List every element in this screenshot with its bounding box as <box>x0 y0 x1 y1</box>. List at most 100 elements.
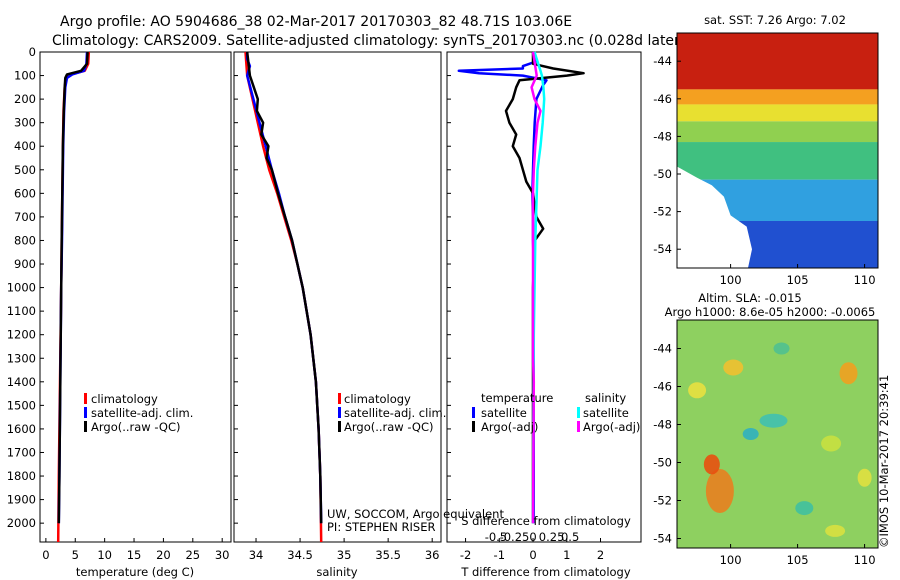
temperature-xlabel: temperature (deg C) <box>76 565 194 579</box>
y-tick-label: -50 <box>653 456 672 470</box>
map-frame <box>676 319 879 549</box>
x-tick-label: 100 <box>720 553 742 567</box>
x-tick-label: 20 <box>156 548 171 562</box>
s-tick-label: 0.5 <box>561 530 579 544</box>
legend-label: satellite <box>481 406 527 420</box>
y-tick-label: 500 <box>14 163 36 177</box>
sla-anomaly <box>705 469 734 513</box>
map-frame <box>676 32 879 269</box>
sst-band <box>677 142 878 180</box>
legend-swatch-satellite <box>84 407 87 418</box>
y-tick-label: 400 <box>14 139 36 153</box>
sla-background <box>677 320 878 548</box>
sla-map-title-1: Altim. SLA: -0.015 <box>698 291 802 305</box>
sla-anomaly <box>773 342 790 355</box>
y-tick-label: 1000 <box>7 281 36 295</box>
sla-anomaly <box>825 524 846 537</box>
s-tick-label: -0.25 <box>500 530 530 544</box>
x-tick-label: 0 <box>529 548 536 562</box>
s-tick-label: 0.25 <box>539 530 565 544</box>
series-line-argo-raw-qc- <box>57 51 89 524</box>
series-line-salinity-argo-adj- <box>530 51 542 524</box>
difference-plot: -2 -1 0 1 2-0.5-0.25 0 0.250.5 <box>447 51 604 562</box>
legend-swatch-t-argo <box>472 421 475 432</box>
legend-swatch-s-argo <box>577 421 580 432</box>
sla-map: 100 105 110 -44 -46 -48 -50 -52 -54 <box>653 319 879 567</box>
x-tick-label: 35.5 <box>375 548 401 562</box>
sla-anomaly <box>795 501 814 516</box>
temperature-plot: 0100200300400500600700800900100011001200… <box>7 45 230 562</box>
y-tick-label: -44 <box>653 342 672 356</box>
sst-band <box>677 89 878 105</box>
y-tick-label: 2000 <box>7 516 36 530</box>
sla-anomaly <box>688 382 707 399</box>
sla-anomaly <box>723 359 744 376</box>
legend-swatch-satellite <box>338 407 341 418</box>
sla-map-title-2: Argo h1000: 8.6e-05 h2000: -0.0065 <box>665 305 876 319</box>
legend-label: Argo(-adj) <box>481 420 538 434</box>
sla-anomaly <box>821 435 842 452</box>
x-tick-label: -1 <box>494 548 505 562</box>
y-tick-label: 200 <box>14 92 36 106</box>
y-tick-label: 1400 <box>7 375 36 389</box>
sst-band <box>677 104 878 122</box>
x-tick-label: 2 <box>597 548 604 562</box>
difference-legend: temperature salinity satellite Argo(-adj… <box>472 391 640 434</box>
y-tick-label: 800 <box>14 233 36 247</box>
x-tick-label: 100 <box>720 273 742 287</box>
difference-plot-frame <box>446 51 642 543</box>
imos-watermark: ©IMOS 10-Mar-2017 20:39:41 <box>877 375 891 548</box>
y-tick-label: 1600 <box>7 422 36 436</box>
series-line-argo-raw-qc- <box>245 51 323 524</box>
x-tick-label: 110 <box>854 553 876 567</box>
x-tick-label: 0 <box>42 548 49 562</box>
s-tick-label: 0 <box>529 530 536 544</box>
y-tick-label: -52 <box>653 494 672 508</box>
y-tick-label: -54 <box>653 532 672 546</box>
legend-label: Argo(..raw -QC) <box>91 420 181 434</box>
legend-swatch-climatology <box>84 393 87 404</box>
salinity-plot: 34 34.5 35 35.5 36 <box>234 51 440 562</box>
x-tick-label: 105 <box>787 273 809 287</box>
x-tick-label: 1 <box>563 548 570 562</box>
difference-xlabel: T difference from climatology <box>460 565 631 579</box>
x-tick-label: 34.5 <box>287 548 313 562</box>
y-tick-label: -52 <box>653 205 672 219</box>
x-tick-label: 105 <box>787 553 809 567</box>
s-tick-label: -0.5 <box>485 530 507 544</box>
series-line-climatology <box>244 51 323 543</box>
x-tick-label: 15 <box>127 548 142 562</box>
sla-anomaly <box>759 413 788 428</box>
salinity-xlabel: salinity <box>316 565 357 579</box>
y-tick-label: 1800 <box>7 469 36 483</box>
y-tick-label: -48 <box>653 129 672 143</box>
legend-swatch-t-satellite <box>472 407 475 418</box>
y-tick-label: 300 <box>14 116 36 130</box>
y-tick-label: 1300 <box>7 351 36 365</box>
y-tick-label: 1700 <box>7 445 36 459</box>
sst-map: 100 105 110 -44 -46 -48 -50 -52 -54 <box>653 32 879 287</box>
y-tick-label: 600 <box>14 186 36 200</box>
difference-xlabel-top: S difference from climatology <box>461 514 631 528</box>
sla-anomaly <box>839 362 858 385</box>
sla-anomaly <box>703 454 720 475</box>
credits-line-2: PI: STEPHEN RISER <box>327 520 436 534</box>
title-line-1: Argo profile: AO 5904686_38 02-Mar-2017 … <box>60 14 572 30</box>
title-line-2: Climatology: CARS2009. Satellite-adjuste… <box>52 33 685 49</box>
legend-label: satellite-adj. clim. <box>91 406 193 420</box>
y-tick-label: -46 <box>653 92 672 106</box>
legend-swatch-argo <box>338 421 341 432</box>
y-tick-label: -50 <box>653 167 672 181</box>
salinity-legend: climatology satellite-adj. clim. Argo(..… <box>338 392 446 434</box>
series-line-temperature-argo-adj- <box>504 52 585 524</box>
series-line-satellite-adj-clim- <box>245 52 323 524</box>
y-tick-label: 100 <box>14 69 36 83</box>
legend-label: climatology <box>91 392 158 406</box>
legend-swatch-climatology <box>338 393 341 404</box>
temperature-plot-frame <box>39 51 232 543</box>
y-tick-label: 700 <box>14 210 36 224</box>
x-tick-label: 5 <box>72 548 79 562</box>
legend-label: Argo(-adj) <box>583 420 640 434</box>
series-line-salinity-satellite <box>531 51 546 524</box>
